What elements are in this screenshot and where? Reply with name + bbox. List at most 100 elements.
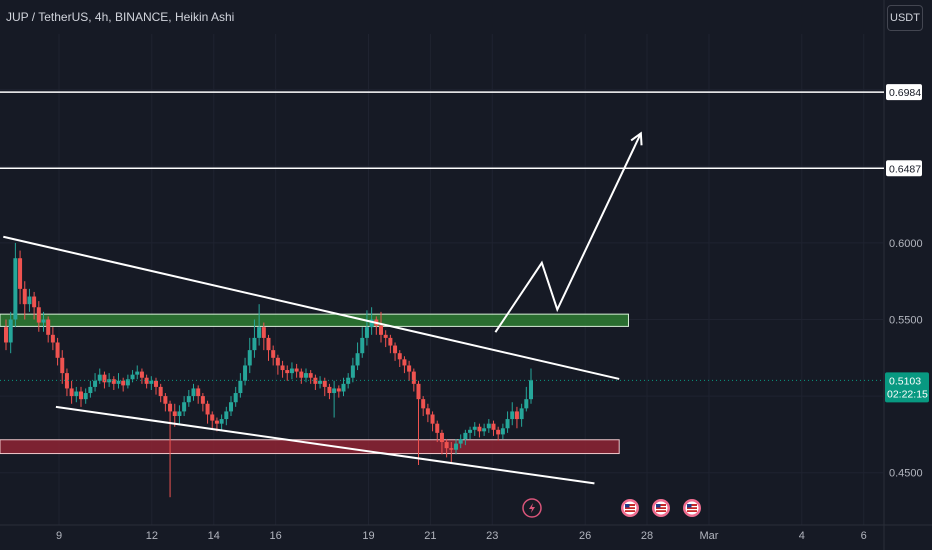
- candle-body: [252, 337, 257, 351]
- candle-body: [88, 386, 93, 394]
- candle-body: [93, 380, 98, 387]
- candle-body: [8, 319, 13, 343]
- x-axis-tick-label: 26: [579, 530, 591, 542]
- candle-body: [238, 380, 243, 394]
- candle-body: [210, 414, 215, 421]
- y-axis-tick-label: 0.4500: [889, 468, 923, 480]
- candle-body: [510, 411, 515, 420]
- candle-body: [289, 368, 294, 374]
- candle-body: [172, 411, 177, 417]
- current-price-tag: [885, 372, 929, 403]
- candle-body: [341, 383, 346, 392]
- lightning-event-icon[interactable]: [522, 498, 542, 518]
- x-axis-tick-label: 14: [208, 530, 220, 542]
- level-price-label: 0.6487: [889, 163, 921, 175]
- trendline: [3, 235, 620, 380]
- candle-body: [163, 396, 168, 404]
- candle-body: [327, 386, 332, 394]
- candle-body: [46, 319, 51, 335]
- candle-body: [196, 388, 201, 397]
- candle-body: [144, 377, 149, 384]
- candle-body: [64, 373, 69, 389]
- candle-body: [168, 403, 173, 412]
- candle-body: [416, 383, 421, 400]
- candle-body: [74, 391, 79, 397]
- x-axis-tick-label: 16: [270, 530, 282, 542]
- candle-body: [18, 258, 23, 289]
- candle-body: [214, 420, 219, 424]
- candle-body: [36, 307, 41, 323]
- support-zone: [0, 439, 620, 455]
- candle-body: [125, 379, 130, 386]
- projection-arrowhead: [630, 131, 643, 146]
- candle-body: [472, 426, 477, 430]
- candle-body: [4, 327, 8, 343]
- candle-body: [425, 408, 430, 415]
- candle-body: [154, 380, 158, 387]
- candle-body: [60, 357, 65, 374]
- y-axis-tick-label: 0.6000: [889, 238, 923, 250]
- candle-body: [407, 365, 412, 372]
- candle-body: [482, 428, 487, 432]
- candle-body: [364, 327, 369, 338]
- candle-body: [275, 357, 280, 366]
- candle-body: [243, 365, 248, 381]
- candle-body: [27, 296, 32, 305]
- currency-button[interactable]: USDT: [887, 5, 923, 31]
- current-price-label: 0.5103: [889, 375, 921, 387]
- candle-body: [111, 379, 116, 384]
- candle-body: [139, 371, 144, 378]
- candle-body: [121, 380, 126, 386]
- candle-body: [500, 428, 505, 435]
- candle-body: [50, 334, 55, 343]
- candle-body: [97, 374, 102, 381]
- candle-body: [32, 296, 37, 308]
- candle-body: [336, 388, 341, 392]
- candle-body: [266, 337, 271, 351]
- candle-body: [69, 388, 74, 397]
- candle-body: [313, 377, 318, 384]
- x-axis-tick-label: 23: [486, 530, 498, 542]
- candle-body: [41, 319, 46, 323]
- x-axis-tick-label: 28: [641, 530, 653, 542]
- candle-body: [261, 327, 266, 338]
- us-flag-event-icon[interactable]: [683, 499, 701, 517]
- candle-body: [182, 402, 187, 412]
- candle-body: [477, 426, 482, 432]
- candle-body: [505, 419, 510, 429]
- candle-body: [285, 370, 290, 374]
- x-axis-tick-label: 21: [424, 530, 436, 542]
- level-price-label: 0.6984: [889, 87, 921, 99]
- candle-body: [496, 429, 501, 435]
- level-price-tag: [886, 84, 922, 101]
- candle-body: [439, 432, 444, 443]
- candle-body: [158, 386, 163, 397]
- x-axis-tick-label: 9: [56, 530, 62, 542]
- candle-body: [519, 408, 524, 420]
- resistance-zone: [0, 313, 629, 327]
- trendline: [55, 405, 595, 485]
- candle-body: [332, 388, 337, 394]
- us-flag-event-icon[interactable]: [621, 499, 639, 517]
- y-axis-tick-label: 0.5500: [889, 315, 923, 327]
- candle-body: [149, 380, 154, 384]
- candle-body: [200, 396, 205, 404]
- candle-body: [22, 288, 27, 305]
- candle-body: [257, 327, 262, 338]
- candle-body: [205, 403, 210, 415]
- candle-body: [444, 442, 449, 449]
- us-flag-event-icon[interactable]: [652, 499, 670, 517]
- countdown-label: 02:22:15: [887, 388, 928, 400]
- candle-body: [529, 380, 533, 400]
- x-axis-tick-label: 12: [146, 530, 158, 542]
- candle-body: [430, 414, 435, 424]
- candle-body: [454, 443, 458, 450]
- candle-body: [186, 396, 191, 403]
- candle-body: [177, 411, 182, 417]
- candle-body: [229, 402, 233, 412]
- candle-body: [308, 373, 313, 378]
- x-axis-tick-label: 4: [799, 530, 805, 542]
- candle-body: [421, 399, 426, 409]
- x-axis-tick-label: 6: [861, 530, 867, 542]
